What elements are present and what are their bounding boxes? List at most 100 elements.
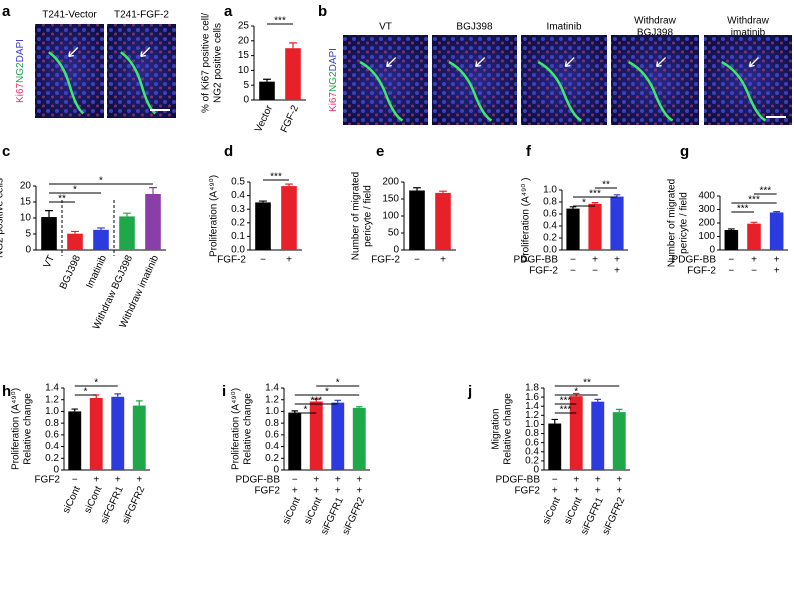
condition-mark: +: [614, 266, 620, 277]
y-tick-label: 0: [53, 465, 59, 476]
condition-name: FGF-2: [217, 255, 246, 266]
panel-letter: d: [224, 143, 233, 160]
panel-letter: e: [376, 143, 384, 160]
y-tick-label: 0: [25, 245, 31, 256]
y-tick-label: 0.4: [265, 441, 279, 452]
bar: [548, 423, 562, 470]
y-tick-label: 0.8: [265, 418, 279, 429]
panel-label: BGJ398: [456, 22, 493, 33]
bar: [255, 202, 271, 250]
arrow: [475, 57, 486, 68]
stain-label: Ki67NG2DAPI: [15, 39, 26, 103]
y-tick-label: 1.2: [45, 394, 59, 405]
stain-label: Ki67NG2DAPI: [328, 48, 339, 112]
stain-name: DAPI: [328, 48, 339, 71]
error-bar: [750, 221, 758, 224]
vessel: [537, 60, 582, 122]
significance-label: ***: [560, 396, 572, 407]
y-axis-label: Proliferation (A⁴⁹⁰ ): [521, 178, 532, 263]
x-tick-label: siCont: [281, 496, 303, 527]
y-axis-label: Number of migrated: [351, 172, 362, 260]
condition-mark: −: [552, 475, 558, 486]
panel-label: Imatinib: [546, 22, 581, 33]
panel-label: Withdraw: [634, 16, 676, 27]
y-tick-label: 0.2: [231, 217, 245, 228]
y-tick-label: 1.0: [45, 406, 59, 417]
y-tick-label: 0.5: [231, 177, 245, 188]
y-tick-label: 1.4: [265, 383, 279, 394]
bar: [331, 402, 345, 470]
condition-mark: +: [595, 475, 601, 486]
arrow: [386, 57, 397, 68]
bar: [259, 81, 275, 100]
y-tick-label: 0.6: [45, 429, 59, 440]
condition-name: FGF2: [254, 486, 280, 497]
condition-mark: +: [595, 486, 601, 497]
arrow: [564, 57, 575, 68]
condition-mark: +: [335, 486, 341, 497]
bar: [352, 407, 366, 470]
bar: [288, 412, 302, 470]
micrograph-texture: [107, 24, 176, 118]
stain-name: NG2: [328, 71, 339, 92]
condition-mark: +: [292, 486, 298, 497]
error-bar: [569, 206, 577, 209]
arrow: [140, 47, 151, 58]
panel-letter: c: [2, 143, 10, 160]
y-tick-label: 1.0: [525, 419, 539, 430]
condition-name: FGF-2: [529, 266, 558, 277]
condition-mark: +: [356, 475, 362, 486]
error-bar: [285, 183, 293, 187]
condition-mark: −: [728, 255, 734, 266]
error-bar: [356, 406, 363, 408]
condition-mark: +: [552, 486, 558, 497]
condition-mark: −: [292, 475, 298, 486]
x-tick-label: siCont: [302, 496, 324, 527]
y-axis-label: pericyte / field: [363, 185, 374, 247]
arrow: [68, 47, 79, 58]
y-tick-label: 50: [388, 228, 400, 239]
arrow: [748, 57, 760, 68]
y-tick-label: 300: [698, 204, 715, 215]
y-tick-label: 0.8: [45, 418, 59, 429]
condition-mark: +: [774, 266, 780, 277]
x-tick-label: siCont: [562, 496, 584, 527]
panel-letter: f: [526, 143, 532, 160]
condition-mark: +: [616, 486, 622, 497]
y-tick-label: 0.0: [543, 245, 557, 256]
bar: [309, 401, 323, 470]
error-bar: [591, 202, 599, 204]
bar: [281, 186, 297, 250]
panel-letter: i: [222, 383, 226, 400]
y-tick-label: 0.1: [231, 231, 245, 242]
y-tick-label: 5: [243, 80, 249, 91]
y-tick-label: 0.0: [231, 245, 245, 256]
significance-label: **: [583, 378, 591, 389]
significance-label: ***: [274, 16, 286, 27]
y-tick-label: 0.8: [525, 428, 539, 439]
condition-mark: −: [570, 255, 576, 266]
x-tick-label: siCont: [61, 485, 83, 516]
micrograph-texture: [432, 35, 517, 125]
error-bar: [123, 212, 131, 217]
y-tick-label: 15: [238, 50, 250, 61]
bar: [285, 48, 301, 100]
bar: [409, 190, 425, 250]
panel-label: VT: [379, 22, 392, 33]
panel-label: T241-FGF-2: [114, 10, 169, 21]
y-tick-label: 1.4: [45, 383, 59, 394]
y-tick-label: 0.6: [543, 209, 557, 220]
y-axis-label: NG2 positive cells: [0, 178, 6, 258]
significance-label: **: [602, 180, 610, 191]
condition-mark: +: [335, 475, 341, 486]
y-tick-label: 1.8: [525, 383, 539, 394]
condition-mark: +: [356, 486, 362, 497]
significance-label: *: [574, 387, 578, 398]
vessel: [120, 51, 157, 115]
y-tick-label: 0.2: [265, 453, 279, 464]
error-bar: [259, 200, 267, 203]
error-bar: [727, 228, 735, 231]
x-tick-label: Imatinib: [84, 253, 109, 290]
bar: [724, 230, 739, 250]
bar: [67, 233, 83, 250]
